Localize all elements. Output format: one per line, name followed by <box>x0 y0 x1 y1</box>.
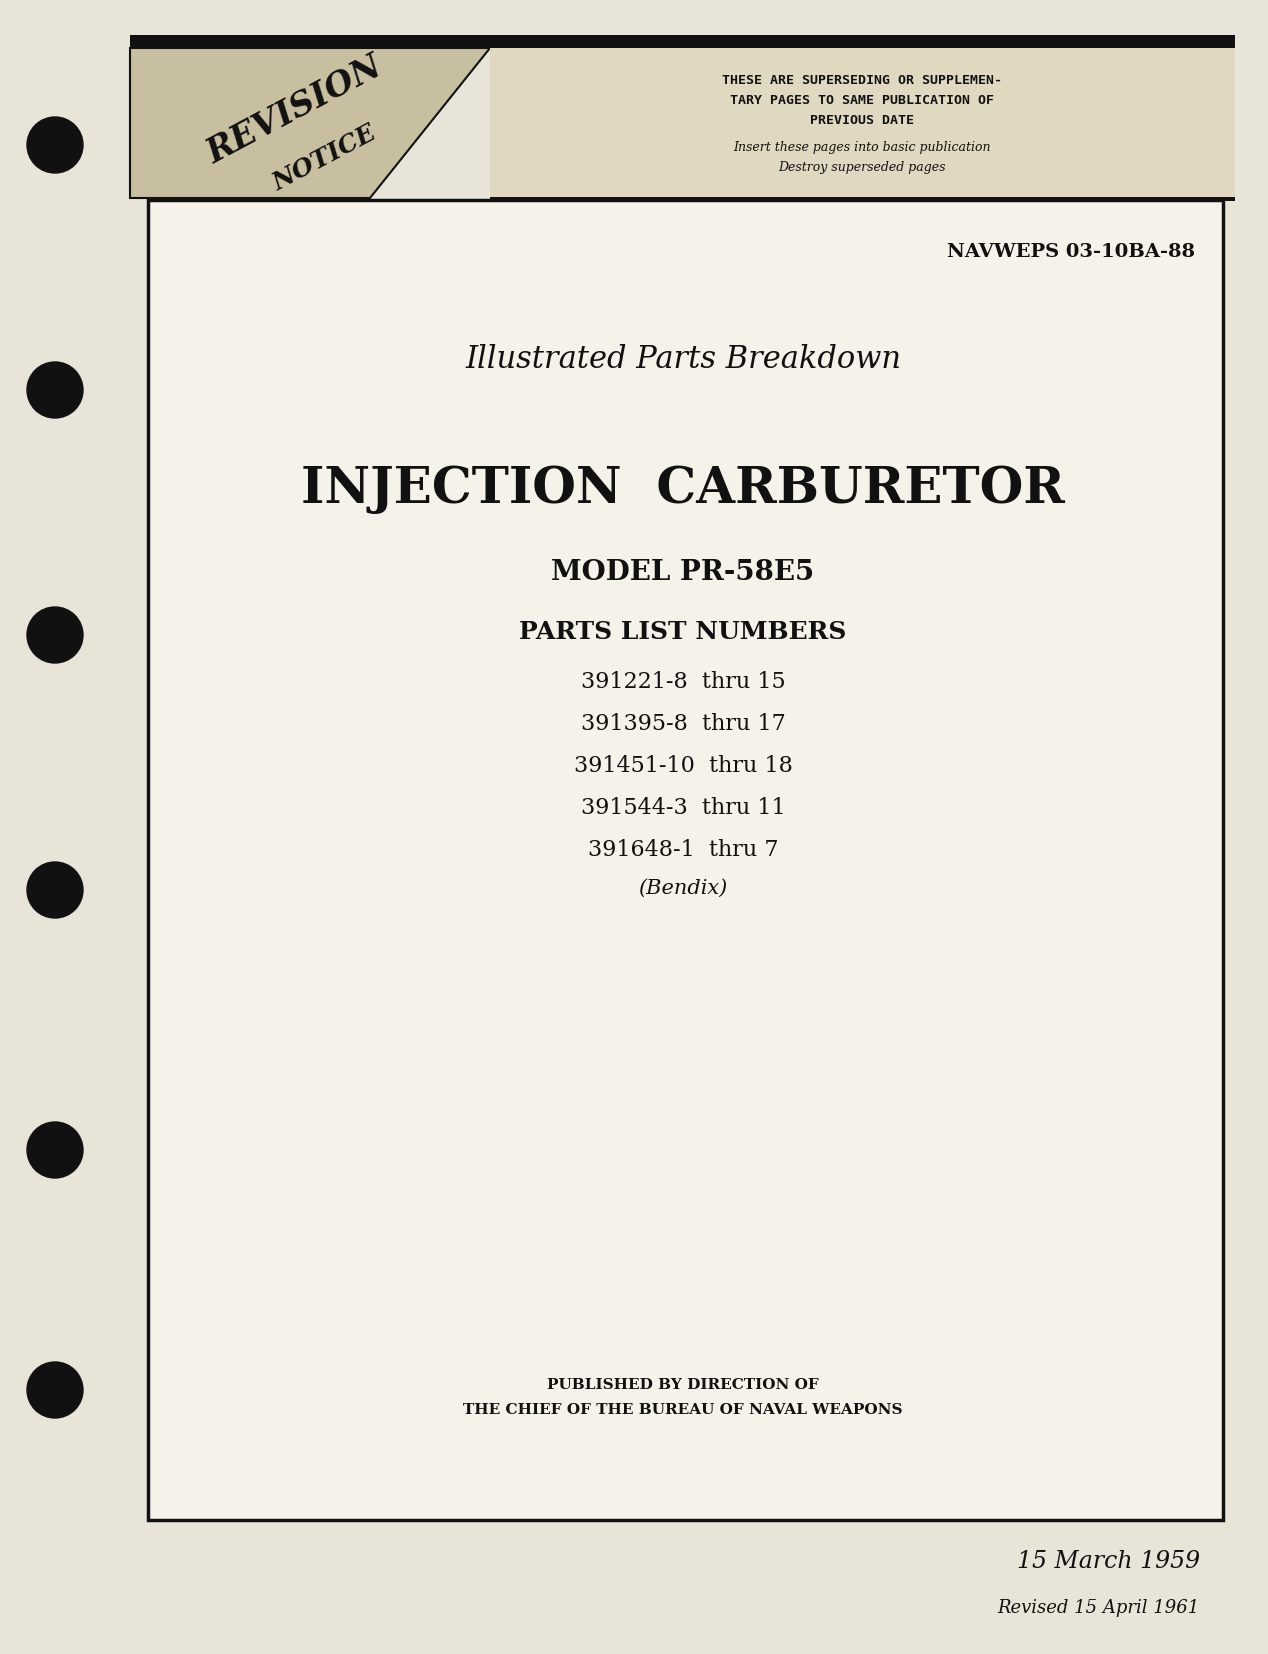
Bar <box>489 48 1235 198</box>
Text: (Bendix): (Bendix) <box>638 878 728 898</box>
Text: PUBLISHED BY DIRECTION OF: PUBLISHED BY DIRECTION OF <box>547 1378 819 1393</box>
Text: Illustrated Parts Breakdown: Illustrated Parts Breakdown <box>465 344 902 375</box>
Text: TARY PAGES TO SAME PUBLICATION OF: TARY PAGES TO SAME PUBLICATION OF <box>730 94 994 106</box>
Bar <box>489 197 1235 202</box>
Bar <box>131 35 1235 48</box>
Text: NAVWEPS 03-10BA-88: NAVWEPS 03-10BA-88 <box>947 243 1194 261</box>
Text: 15 March 1959: 15 March 1959 <box>1017 1550 1200 1573</box>
Text: PREVIOUS DATE: PREVIOUS DATE <box>810 114 914 126</box>
Text: Revised 15 April 1961: Revised 15 April 1961 <box>998 1599 1200 1618</box>
Circle shape <box>27 607 82 663</box>
Text: 391544-3  thru 11: 391544-3 thru 11 <box>581 797 785 819</box>
Circle shape <box>27 1361 82 1417</box>
Text: PARTS LIST NUMBERS: PARTS LIST NUMBERS <box>520 620 847 643</box>
Text: 391648-1  thru 7: 391648-1 thru 7 <box>588 839 779 862</box>
Bar <box>148 200 1224 1520</box>
Text: THESE ARE SUPERSEDING OR SUPPLEMEN-: THESE ARE SUPERSEDING OR SUPPLEMEN- <box>721 73 1002 86</box>
Polygon shape <box>131 48 489 198</box>
Text: Destroy superseded pages: Destroy superseded pages <box>779 160 946 174</box>
Text: INJECTION  CARBURETOR: INJECTION CARBURETOR <box>301 465 1065 514</box>
Text: THE CHIEF OF THE BUREAU OF NAVAL WEAPONS: THE CHIEF OF THE BUREAU OF NAVAL WEAPONS <box>463 1403 903 1417</box>
Text: 391221-8  thru 15: 391221-8 thru 15 <box>581 672 785 693</box>
Text: NOTICE: NOTICE <box>269 121 380 195</box>
Text: 391451-10  thru 18: 391451-10 thru 18 <box>573 754 792 777</box>
Text: MODEL PR-58E5: MODEL PR-58E5 <box>552 559 814 586</box>
Circle shape <box>27 1121 82 1178</box>
Text: Insert these pages into basic publication: Insert these pages into basic publicatio… <box>733 142 990 154</box>
Circle shape <box>27 362 82 418</box>
Text: 391395-8  thru 17: 391395-8 thru 17 <box>581 713 785 734</box>
Circle shape <box>27 862 82 918</box>
Text: REVISION: REVISION <box>202 50 388 170</box>
Circle shape <box>27 117 82 174</box>
